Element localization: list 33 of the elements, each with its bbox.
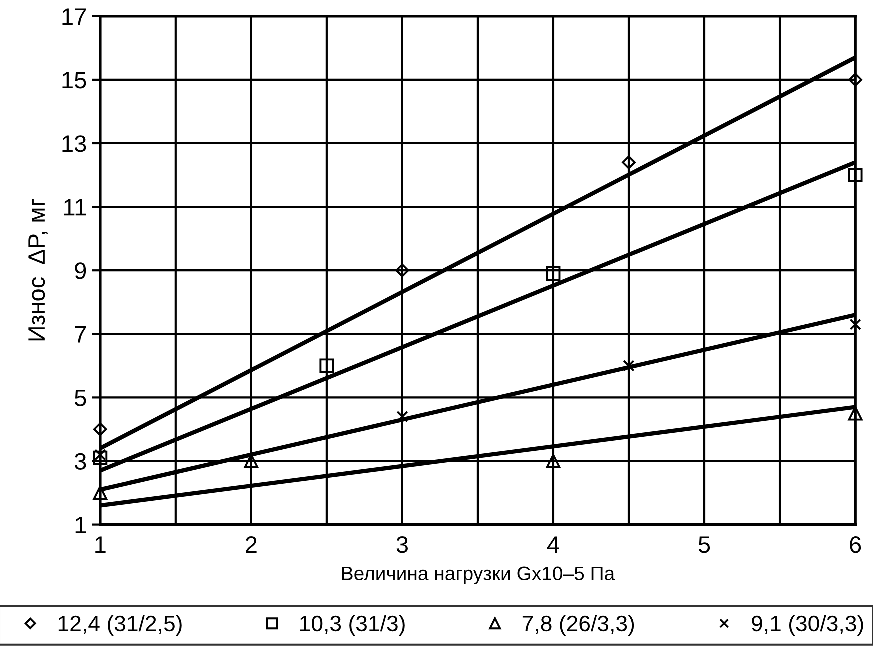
point [94,422,108,436]
x-tick-label: 6 [850,536,862,554]
y-tick-label: 1 [76,517,86,534]
y-tick-label: 11 [64,199,86,216]
point [546,266,561,282]
point [848,406,863,421]
x-tick-label: 1 [96,536,106,554]
legend-label: 10,3 (31/3) [300,615,405,636]
y-tick-label: 17 [62,8,86,25]
point [396,410,408,423]
point [622,156,636,170]
point [94,449,106,461]
point [623,360,635,372]
y-tick-label: 9 [75,262,86,280]
point [93,486,108,500]
y-tick-label: 3 [74,453,86,470]
legend-label: 7,8 (26/3,3) [522,615,634,636]
y-axis-title: Износ ΔP, мг [28,199,48,341]
y-tick-label: 13 [62,136,86,152]
x-tick-label: 5 [698,536,710,554]
y-tick-label: 7 [75,326,86,343]
point [546,454,561,468]
y-tick-label: 5 [75,390,86,406]
x-tick-label: 3 [396,536,408,554]
y-tick-label: 15 [62,72,86,89]
legend-label: 12,4 (31/2,5) [58,615,182,636]
x-tick-label: 2 [246,536,257,554]
x-axis-title: Величина нагрузки Gx10–5 Па [342,566,616,584]
point [850,318,862,330]
legend-label: 9,1 (30/3,3) [752,615,864,636]
x-tick-label: 4 [547,536,560,554]
point [848,168,863,182]
point [320,358,334,374]
